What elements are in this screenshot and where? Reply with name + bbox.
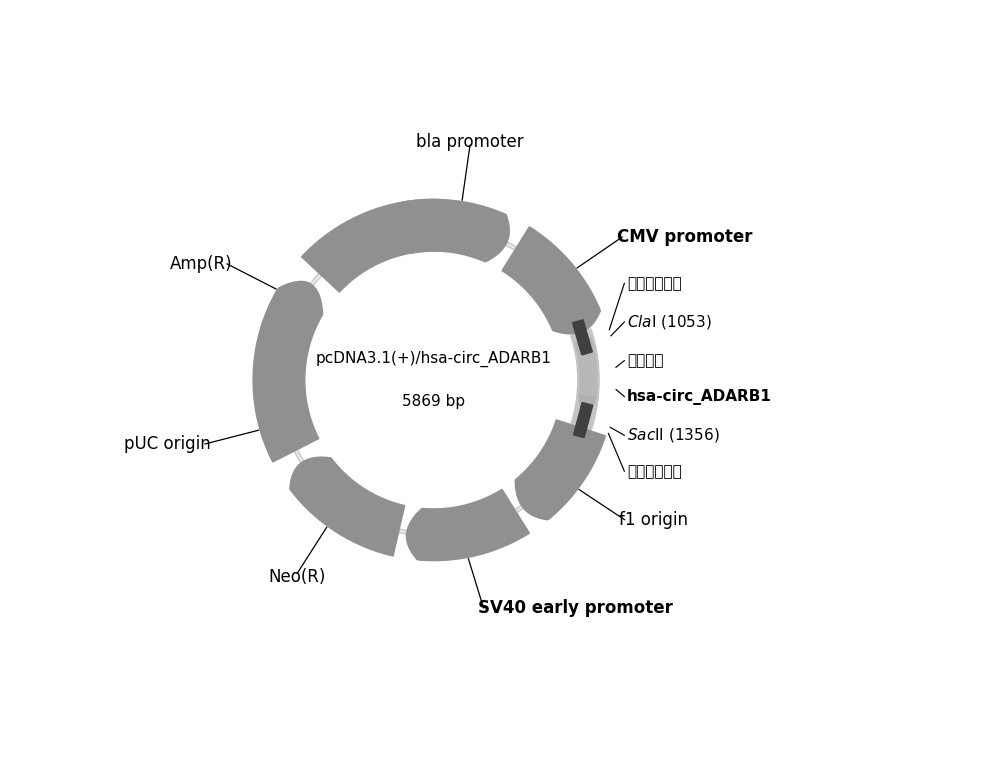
Text: pcDNA3.1(+)/hsa-circ_ADARB1: pcDNA3.1(+)/hsa-circ_ADARB1 xyxy=(316,351,552,367)
Text: f1 origin: f1 origin xyxy=(619,511,688,529)
Text: Neo(R): Neo(R) xyxy=(269,568,326,586)
Polygon shape xyxy=(573,320,592,355)
Polygon shape xyxy=(406,508,422,560)
Polygon shape xyxy=(579,395,596,417)
Text: 5869 bp: 5869 bp xyxy=(402,394,465,409)
Text: hsa-circ_ADARB1: hsa-circ_ADARB1 xyxy=(627,388,772,404)
Polygon shape xyxy=(574,403,593,438)
Text: pUC origin: pUC origin xyxy=(124,435,211,453)
Polygon shape xyxy=(418,489,529,561)
Text: SV40 early promoter: SV40 early promoter xyxy=(478,599,673,617)
Text: $\it{Cla}$I (1053): $\it{Cla}$I (1053) xyxy=(627,313,712,331)
Polygon shape xyxy=(553,311,600,334)
Text: 上游成环序列: 上游成环序列 xyxy=(627,276,682,291)
Polygon shape xyxy=(575,337,597,397)
Polygon shape xyxy=(290,458,405,556)
Text: $\it{Sac}$II (1356): $\it{Sac}$II (1356) xyxy=(627,426,720,445)
Polygon shape xyxy=(571,329,599,431)
Text: bla promoter: bla promoter xyxy=(416,133,524,150)
Polygon shape xyxy=(253,290,322,462)
Text: Amp(R): Amp(R) xyxy=(170,255,233,273)
Polygon shape xyxy=(516,420,605,519)
Polygon shape xyxy=(437,199,455,251)
Polygon shape xyxy=(402,199,505,261)
Polygon shape xyxy=(515,480,548,520)
Polygon shape xyxy=(502,226,600,330)
Text: 测序序列: 测序序列 xyxy=(627,353,664,368)
Polygon shape xyxy=(290,458,331,489)
Text: CMV promoter: CMV promoter xyxy=(617,228,752,246)
Text: 下游成环序列: 下游成环序列 xyxy=(627,464,682,479)
Polygon shape xyxy=(302,199,438,292)
Polygon shape xyxy=(485,214,509,262)
Polygon shape xyxy=(278,281,323,315)
